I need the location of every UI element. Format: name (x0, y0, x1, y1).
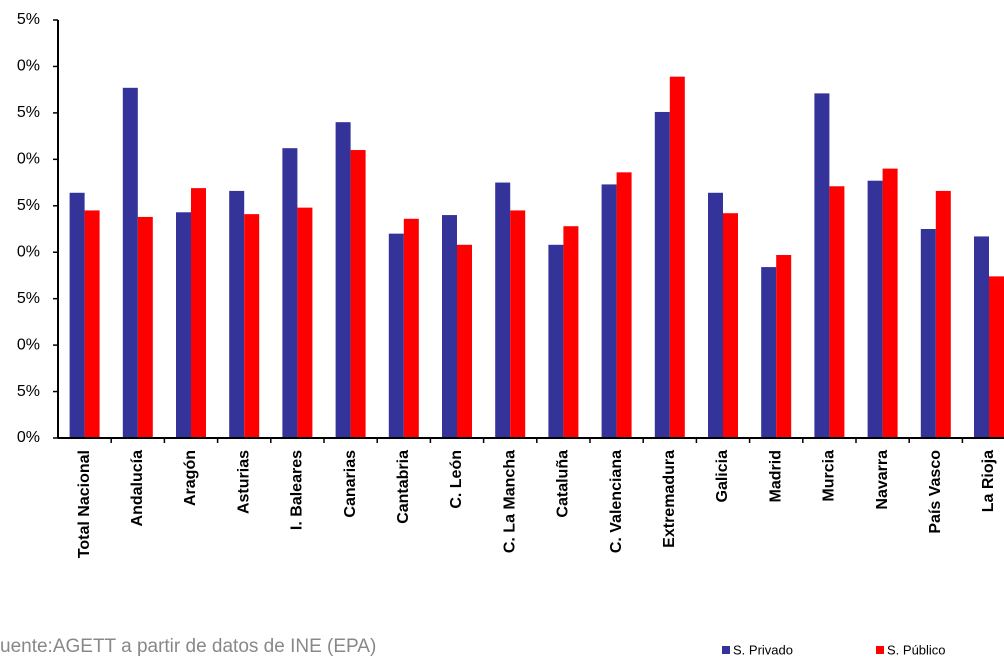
legend-swatch (876, 646, 884, 654)
x-tick-label: Galicia (714, 450, 731, 503)
bar (176, 212, 191, 438)
x-tick-label: La Rioja (980, 450, 997, 512)
bar (442, 215, 457, 438)
y-tick-label: 0% (17, 336, 40, 353)
bar (867, 180, 883, 438)
bar (403, 218, 419, 438)
bar (723, 213, 738, 438)
bar (814, 93, 830, 438)
bar (669, 76, 685, 438)
x-tick-label: Madrid (767, 450, 784, 502)
bar (548, 244, 564, 438)
bar (69, 192, 85, 438)
bar (335, 122, 351, 438)
x-tick-label: Extremadura (661, 450, 678, 548)
x-tick-label: Total Nacional (76, 450, 93, 558)
x-tick-label: País Vasco (927, 450, 944, 534)
bar (122, 87, 138, 438)
y-tick-label: 0% (17, 151, 40, 168)
bar (935, 190, 951, 438)
bar (974, 236, 989, 438)
bar (654, 111, 670, 439)
x-tick-label: Andalucía (129, 450, 146, 527)
y-tick-label: 5% (17, 11, 40, 28)
legend-label: S. Público (887, 642, 946, 657)
x-tick-label: Navarra (874, 450, 891, 510)
x-tick-label: C. León (448, 450, 465, 509)
x-tick-label: Murcia (821, 450, 838, 502)
bar (244, 214, 260, 438)
bar (388, 233, 404, 438)
x-tick-label: Asturias (235, 450, 252, 514)
bar (882, 168, 898, 438)
x-tick-label: C. Valenciana (608, 450, 625, 553)
legend-label: S. Privado (733, 642, 793, 657)
source-note: uente:AGETT a partir de datos de INE (EP… (0, 636, 376, 657)
bar (510, 210, 526, 438)
x-tick-label: Cantabria (395, 450, 412, 524)
y-tick-label: 5% (17, 197, 40, 214)
bar (920, 229, 936, 438)
bar (761, 267, 777, 438)
bar (137, 216, 153, 438)
y-tick-label: 5% (17, 104, 40, 121)
y-tick-label: 5% (17, 383, 40, 400)
bar (563, 226, 579, 438)
bar (776, 255, 792, 438)
y-tick-label: 0% (17, 429, 40, 446)
x-tick-label: Canarias (342, 450, 359, 518)
y-tick-label: 5% (17, 290, 40, 307)
legend-swatch (722, 646, 730, 654)
bar (191, 188, 206, 438)
bar (495, 182, 511, 438)
y-tick-label: 0% (17, 243, 40, 260)
x-tick-label: C. La Mancha (501, 450, 518, 553)
bar (989, 276, 1004, 438)
bar (282, 148, 298, 439)
bar (616, 172, 632, 439)
x-tick-label: Cataluña (555, 450, 572, 518)
bar (84, 210, 100, 438)
bar (457, 244, 472, 438)
bar (601, 184, 617, 438)
bar (297, 207, 313, 438)
y-tick-label: 0% (17, 58, 40, 75)
x-tick-label: Aragón (182, 450, 199, 506)
bar (350, 150, 366, 439)
x-tick-label: I. Baleares (289, 450, 306, 530)
bar (708, 192, 723, 438)
bar (229, 190, 245, 438)
bar (829, 186, 845, 438)
